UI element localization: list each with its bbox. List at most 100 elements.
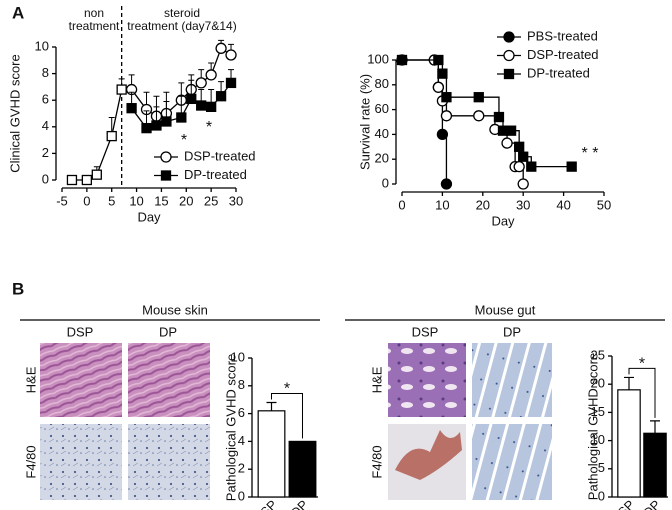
column-label: DP xyxy=(159,324,177,339)
marker xyxy=(151,120,162,131)
y-tick-label: 100 xyxy=(367,51,389,66)
y-tick-label: 15 xyxy=(591,404,605,419)
marker xyxy=(66,174,78,186)
bar xyxy=(257,410,286,498)
significance: * xyxy=(206,119,212,136)
x-tick-label: DSP xyxy=(608,497,638,510)
significance-bracket xyxy=(628,367,656,418)
annotation: non xyxy=(84,6,104,20)
y-tick-label: 0 xyxy=(42,171,49,186)
marker xyxy=(526,161,537,172)
marker xyxy=(225,49,237,61)
panel-label: B xyxy=(12,279,24,298)
marker xyxy=(518,151,529,162)
histology-title: Mouse gut xyxy=(475,302,536,317)
error-bar xyxy=(650,420,660,434)
significance: * xyxy=(639,356,645,373)
legend-marker xyxy=(503,68,515,80)
x-tick-label: 30 xyxy=(229,193,243,208)
bar xyxy=(643,432,667,498)
y-axis-label: Pathological GVHD score xyxy=(585,353,600,500)
y-tick-label: 6 xyxy=(42,92,49,107)
legend-label: DSP-treated xyxy=(527,47,599,62)
legend-marker xyxy=(503,31,515,43)
marker xyxy=(440,110,453,122)
histology-title: Mouse skin xyxy=(142,302,208,317)
histology-image xyxy=(128,343,210,417)
legend-label: PBS-treated xyxy=(527,28,598,43)
x-tick-label: 25 xyxy=(204,193,218,208)
column-label: DSP xyxy=(412,324,439,339)
y-tick-label: 2 xyxy=(238,461,245,476)
marker xyxy=(436,128,449,141)
marker xyxy=(437,68,448,79)
significance: * xyxy=(181,132,187,149)
marker xyxy=(161,116,172,127)
histology-image xyxy=(472,424,552,500)
x-tick-label: 0 xyxy=(83,193,90,208)
marker xyxy=(81,174,93,186)
x-tick-label: 10 xyxy=(435,197,449,212)
histology-stain xyxy=(395,430,462,480)
marker xyxy=(566,161,577,172)
column-label: DSP xyxy=(67,324,94,339)
x-tick-label: DP xyxy=(288,497,311,510)
y-tick-label: 80 xyxy=(375,76,389,91)
y-axis-label: Clinical GVHD score xyxy=(7,54,22,172)
y-tick-label: 10 xyxy=(35,38,49,53)
marker xyxy=(126,103,137,114)
marker xyxy=(396,54,408,66)
marker xyxy=(433,54,444,66)
histology-image xyxy=(388,343,466,417)
x-tick-label: 40 xyxy=(556,197,570,212)
error-bar xyxy=(624,376,634,390)
y-tick-label: 10 xyxy=(231,349,245,364)
marker xyxy=(517,178,529,190)
x-axis-label: Day xyxy=(137,209,161,224)
column-label: DP xyxy=(503,324,521,339)
histology-image xyxy=(472,343,552,417)
error-bar xyxy=(266,401,277,411)
marker xyxy=(116,84,127,95)
y-tick-label: 10 xyxy=(591,432,605,447)
x-tick-label: 30 xyxy=(516,197,530,212)
y-tick-label: 40 xyxy=(375,126,389,141)
y-tick-label: 60 xyxy=(375,101,389,116)
y-tick-label: 25 xyxy=(591,347,605,362)
annotation: treatment xyxy=(69,19,120,33)
legend-label: DSP-treated xyxy=(184,148,256,163)
x-axis-label: Day xyxy=(491,213,515,228)
legend-marker xyxy=(160,170,172,181)
marker xyxy=(505,125,517,136)
y-tick-label: 20 xyxy=(591,376,605,391)
x-tick-label: DP xyxy=(640,497,663,510)
marker xyxy=(225,77,237,89)
marker xyxy=(441,92,452,103)
x-tick-label: -5 xyxy=(56,193,68,208)
marker xyxy=(186,93,197,105)
histology-image xyxy=(40,343,122,417)
y-tick-label: 20 xyxy=(375,151,389,166)
marker xyxy=(195,77,207,89)
x-tick-label: DSP xyxy=(251,497,281,510)
marker xyxy=(501,137,513,149)
legend-marker xyxy=(503,49,515,62)
annotation: steroid xyxy=(164,6,200,20)
y-tick-label: 5 xyxy=(598,460,605,475)
row-label: H&E xyxy=(23,366,38,393)
y-tick-label: 4 xyxy=(238,433,245,448)
marker xyxy=(215,91,227,102)
significance: * * xyxy=(582,145,599,162)
marker xyxy=(205,69,217,81)
y-axis-label: Pathological GVHD score xyxy=(223,354,238,501)
significance: * xyxy=(284,381,290,398)
row-label: F4/80 xyxy=(23,445,38,478)
y-tick-label: 0 xyxy=(382,175,389,190)
marker xyxy=(205,101,217,112)
marker xyxy=(493,111,505,123)
x-tick-label: 0 xyxy=(398,197,405,212)
panel-label: A xyxy=(12,3,24,22)
histology-image xyxy=(128,424,210,500)
marker xyxy=(141,122,152,134)
x-tick-label: 50 xyxy=(597,197,611,212)
